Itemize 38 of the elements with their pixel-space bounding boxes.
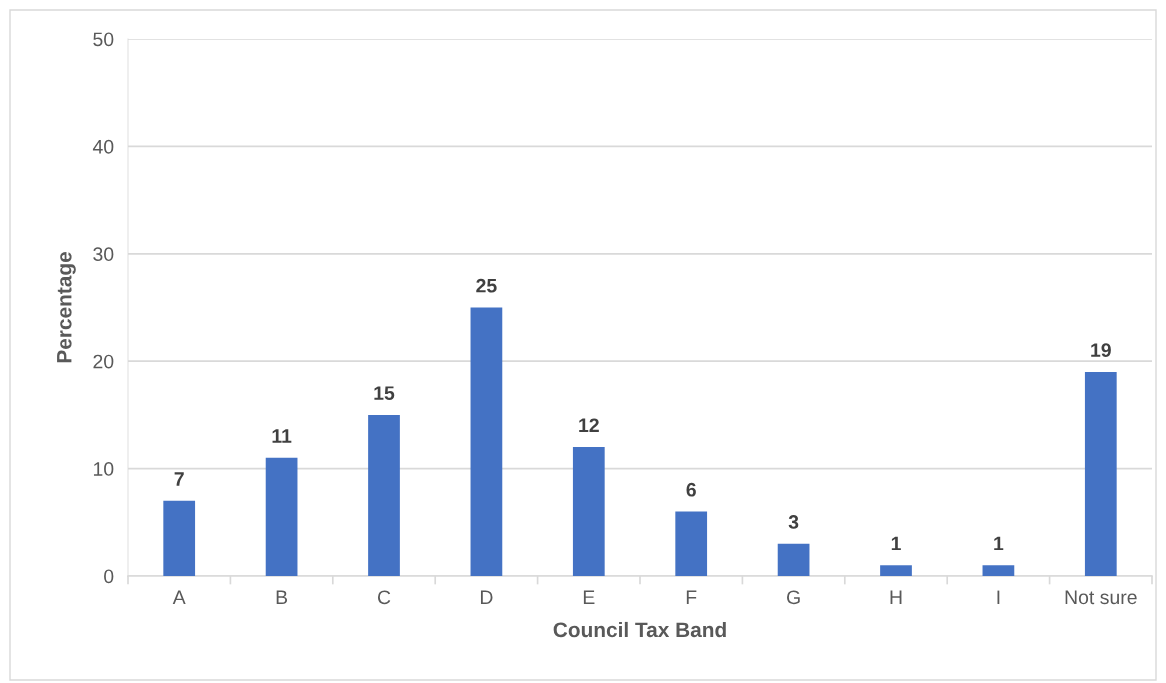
bar <box>470 307 503 576</box>
bar <box>880 565 912 576</box>
x-axis-title: Council Tax Band <box>553 621 726 638</box>
y-tick-label: 0 <box>104 569 114 584</box>
bar <box>368 414 400 576</box>
y-tick-label: 30 <box>93 247 114 262</box>
y-tick-label: 50 <box>93 32 114 47</box>
y-tick-label: 40 <box>92 139 114 154</box>
data-label: 3 <box>788 515 799 529</box>
x-tick-label: H <box>890 590 902 604</box>
bar <box>572 447 605 576</box>
x-tick-label: E <box>583 590 595 604</box>
data-label: 7 <box>174 472 184 486</box>
bar <box>982 565 1015 576</box>
data-label: 11 <box>272 429 292 443</box>
data-label: 25 <box>476 278 497 293</box>
data-label: 1 <box>891 536 901 551</box>
bar <box>675 511 708 576</box>
data-label: 6 <box>686 482 696 497</box>
x-tick-label: F <box>686 590 697 604</box>
x-tick-label: I <box>997 590 1000 604</box>
data-label: 12 <box>579 418 599 432</box>
x-tick-label: Not sure <box>1065 590 1137 605</box>
bar <box>163 500 196 576</box>
x-tick-label: D <box>480 590 493 604</box>
bar <box>1084 371 1117 576</box>
data-label: 19 <box>1091 343 1111 357</box>
x-tick-label: C <box>377 590 391 605</box>
bar <box>265 457 298 576</box>
bar <box>777 543 810 576</box>
data-label: 1 <box>994 536 1004 551</box>
y-tick-label: 10 <box>93 462 114 476</box>
y-axis-title: Percentage <box>57 252 76 363</box>
x-tick-label: G <box>787 590 800 605</box>
data-label: 15 <box>374 386 395 400</box>
x-tick-label: A <box>172 590 186 604</box>
y-tick-label: 20 <box>93 354 114 369</box>
x-tick-label: B <box>276 590 288 604</box>
